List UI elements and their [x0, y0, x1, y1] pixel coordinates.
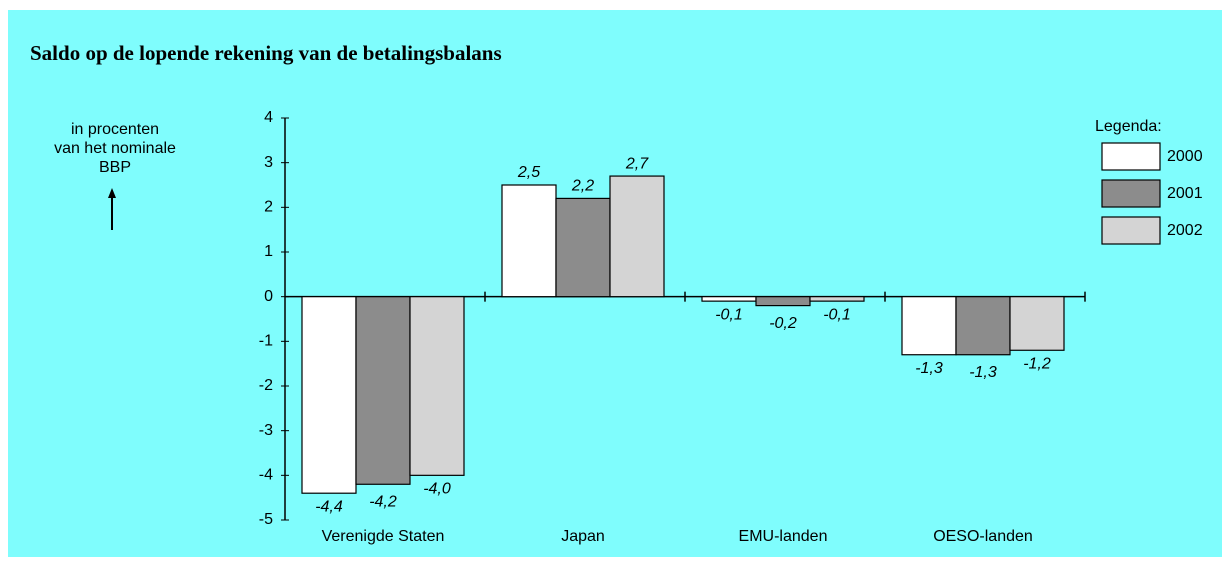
value-label: -1,3: [969, 364, 997, 381]
y-tick-label: 4: [264, 109, 273, 126]
arrow-head: [108, 188, 116, 198]
y-tick-label: 2: [264, 199, 273, 216]
legend-swatch: [1101, 142, 1161, 171]
x-tick-label: EMU-landen: [739, 528, 828, 545]
bar: [501, 184, 557, 298]
legend-title: Legenda:: [1095, 118, 1162, 135]
bar: [409, 296, 465, 476]
value-label: -4,0: [423, 481, 451, 498]
bar: [355, 296, 411, 485]
value-label: -4,4: [315, 498, 343, 515]
value-label: -0,1: [715, 306, 743, 323]
y-label: van het nominale: [54, 140, 176, 157]
x-tick-label: Verenigde Staten: [322, 528, 445, 545]
bar: [809, 296, 865, 302]
legend-label: 2001: [1167, 185, 1203, 202]
y-tick-label: -2: [259, 377, 273, 394]
bar: [901, 296, 957, 356]
y-tick-label: -3: [259, 422, 273, 439]
bar: [555, 197, 611, 298]
y-label: BBP: [99, 159, 131, 176]
y-tick-label: 3: [264, 154, 273, 171]
x-tick-label: Japan: [561, 528, 605, 545]
value-label: -1,2: [1023, 355, 1051, 372]
bar: [609, 175, 665, 298]
x-tick-label: OESO-landen: [933, 528, 1033, 545]
value-label: 2,5: [517, 164, 540, 181]
value-label: -0,2: [769, 315, 797, 332]
legend-label: 2002: [1167, 222, 1203, 239]
y-tick-label: -4: [259, 467, 273, 484]
y-tick-label: -5: [259, 511, 273, 528]
legend-swatch: [1101, 179, 1161, 208]
bar: [301, 296, 357, 494]
y-tick-label: 0: [264, 288, 273, 305]
value-label: -0,1: [823, 306, 851, 323]
y-tick-label: 1: [264, 243, 273, 260]
y-tick-label: -1: [259, 333, 273, 350]
legend-label: 2000: [1167, 148, 1203, 165]
value-label: 2,7: [625, 155, 649, 172]
value-label: 2,2: [571, 178, 594, 195]
legend-swatch: [1101, 216, 1161, 245]
bar: [755, 296, 811, 307]
bar: [701, 296, 757, 302]
value-label: -4,2: [369, 493, 397, 510]
y-label: in procenten: [71, 121, 159, 138]
value-label: -1,3: [915, 360, 943, 377]
bar: [955, 296, 1011, 356]
bar: [1009, 296, 1065, 351]
chart-title: Saldo op de lopende rekening van de beta…: [30, 41, 502, 65]
